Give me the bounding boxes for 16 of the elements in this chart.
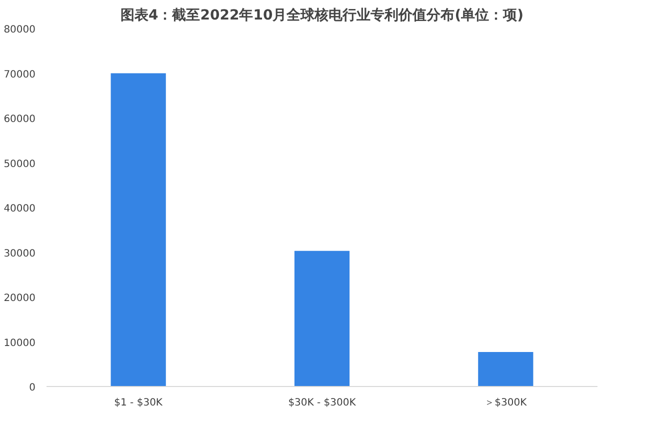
y-tick-label: 60000	[4, 114, 36, 125]
bar	[110, 73, 166, 386]
x-tick-label: ＞$300K	[484, 398, 528, 408]
y-tick-label: 70000	[4, 69, 36, 80]
y-tick-label: 50000	[4, 158, 36, 170]
x-tick-label: $1 - $30K	[114, 398, 163, 408]
chart-title: 图表4：截至2022年10月全球核电行业专利价值分布(单位：项)	[120, 6, 524, 24]
y-tick-label: 30000	[4, 248, 36, 260]
y-tick-label: 20000	[4, 293, 36, 304]
x-tick-label: $30K - $300K	[288, 398, 356, 408]
y-tick-label: 80000	[4, 24, 36, 36]
bar	[478, 352, 534, 386]
y-tick-label: 0	[29, 382, 36, 394]
y-tick-label: 10000	[4, 338, 36, 349]
y-tick-label: 40000	[4, 204, 36, 214]
bar	[294, 250, 350, 386]
